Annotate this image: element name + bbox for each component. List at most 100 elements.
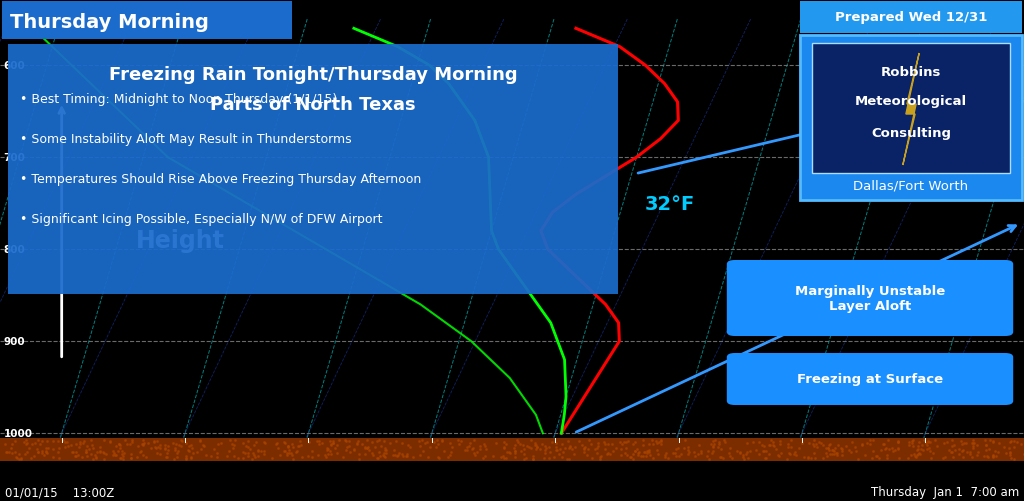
Point [148,437,165,445]
Point [593,452,609,460]
Point [441,451,458,459]
Point [680,443,696,451]
Point [318,446,335,454]
Point [74,453,90,461]
Point [10,455,27,463]
Point [157,441,173,449]
Point [250,452,266,460]
Point [597,445,613,453]
Point [18,448,35,456]
Point [133,447,150,455]
Point [497,454,513,462]
Point [787,451,804,459]
Point [782,443,799,451]
Point [188,448,205,456]
Point [173,442,189,450]
Point [908,453,925,461]
Point [13,455,30,463]
Point [124,438,140,446]
Point [219,452,236,460]
Point [941,446,957,454]
Point [978,446,994,454]
Point [72,438,88,446]
Point [24,454,40,462]
Point [22,444,38,452]
Point [795,439,811,447]
Point [735,453,752,461]
Point [721,449,737,457]
Point [415,447,431,455]
Point [34,437,50,445]
Point [309,437,326,445]
Point [114,447,130,455]
Point [27,452,43,460]
Point [796,453,812,461]
Point [758,447,774,455]
Point [510,438,526,446]
Point [206,445,222,453]
Point [807,454,823,462]
Point [499,448,515,456]
Point [833,444,849,452]
Point [339,443,355,451]
Point [110,447,126,455]
Point [739,448,756,456]
Point [919,441,935,449]
Point [341,437,357,445]
Point [652,436,669,444]
Point [904,436,921,444]
Point [461,442,477,450]
Point [152,444,168,452]
Point [441,439,458,447]
Point [648,446,665,454]
Point [791,444,807,452]
Point [984,438,1000,446]
Point [546,453,562,461]
Point [535,440,551,448]
Point [920,438,936,446]
Point [38,444,54,452]
Point [905,442,922,450]
Point [27,439,43,447]
Point [772,440,788,448]
Point [800,454,816,462]
Point [349,437,366,445]
Point [484,452,501,460]
Point [436,447,453,455]
Point [458,446,474,454]
Point [404,452,421,460]
Point [30,448,46,456]
Point [280,442,296,450]
Point [944,448,961,456]
Point [985,437,1001,445]
Point [884,444,900,452]
Point [191,437,208,445]
Point [304,453,321,461]
Point [919,445,935,453]
Point [854,441,870,449]
Point [70,451,86,459]
Point [592,453,608,461]
Point [12,454,29,462]
Point [240,449,256,457]
Point [83,450,99,458]
Point [246,451,262,459]
Point [466,436,482,444]
Point [633,452,649,460]
Point [566,443,583,451]
Point [692,447,709,455]
Point [165,439,181,447]
Point [876,440,892,448]
Point [369,454,385,462]
Point [382,439,398,447]
Point [616,438,633,446]
Point [635,441,651,449]
Point [966,439,982,447]
Point [104,451,121,459]
Point [111,440,127,448]
Point [472,445,488,453]
Point [229,454,246,462]
Point [115,452,131,460]
Point [828,451,845,459]
Point [965,452,981,460]
